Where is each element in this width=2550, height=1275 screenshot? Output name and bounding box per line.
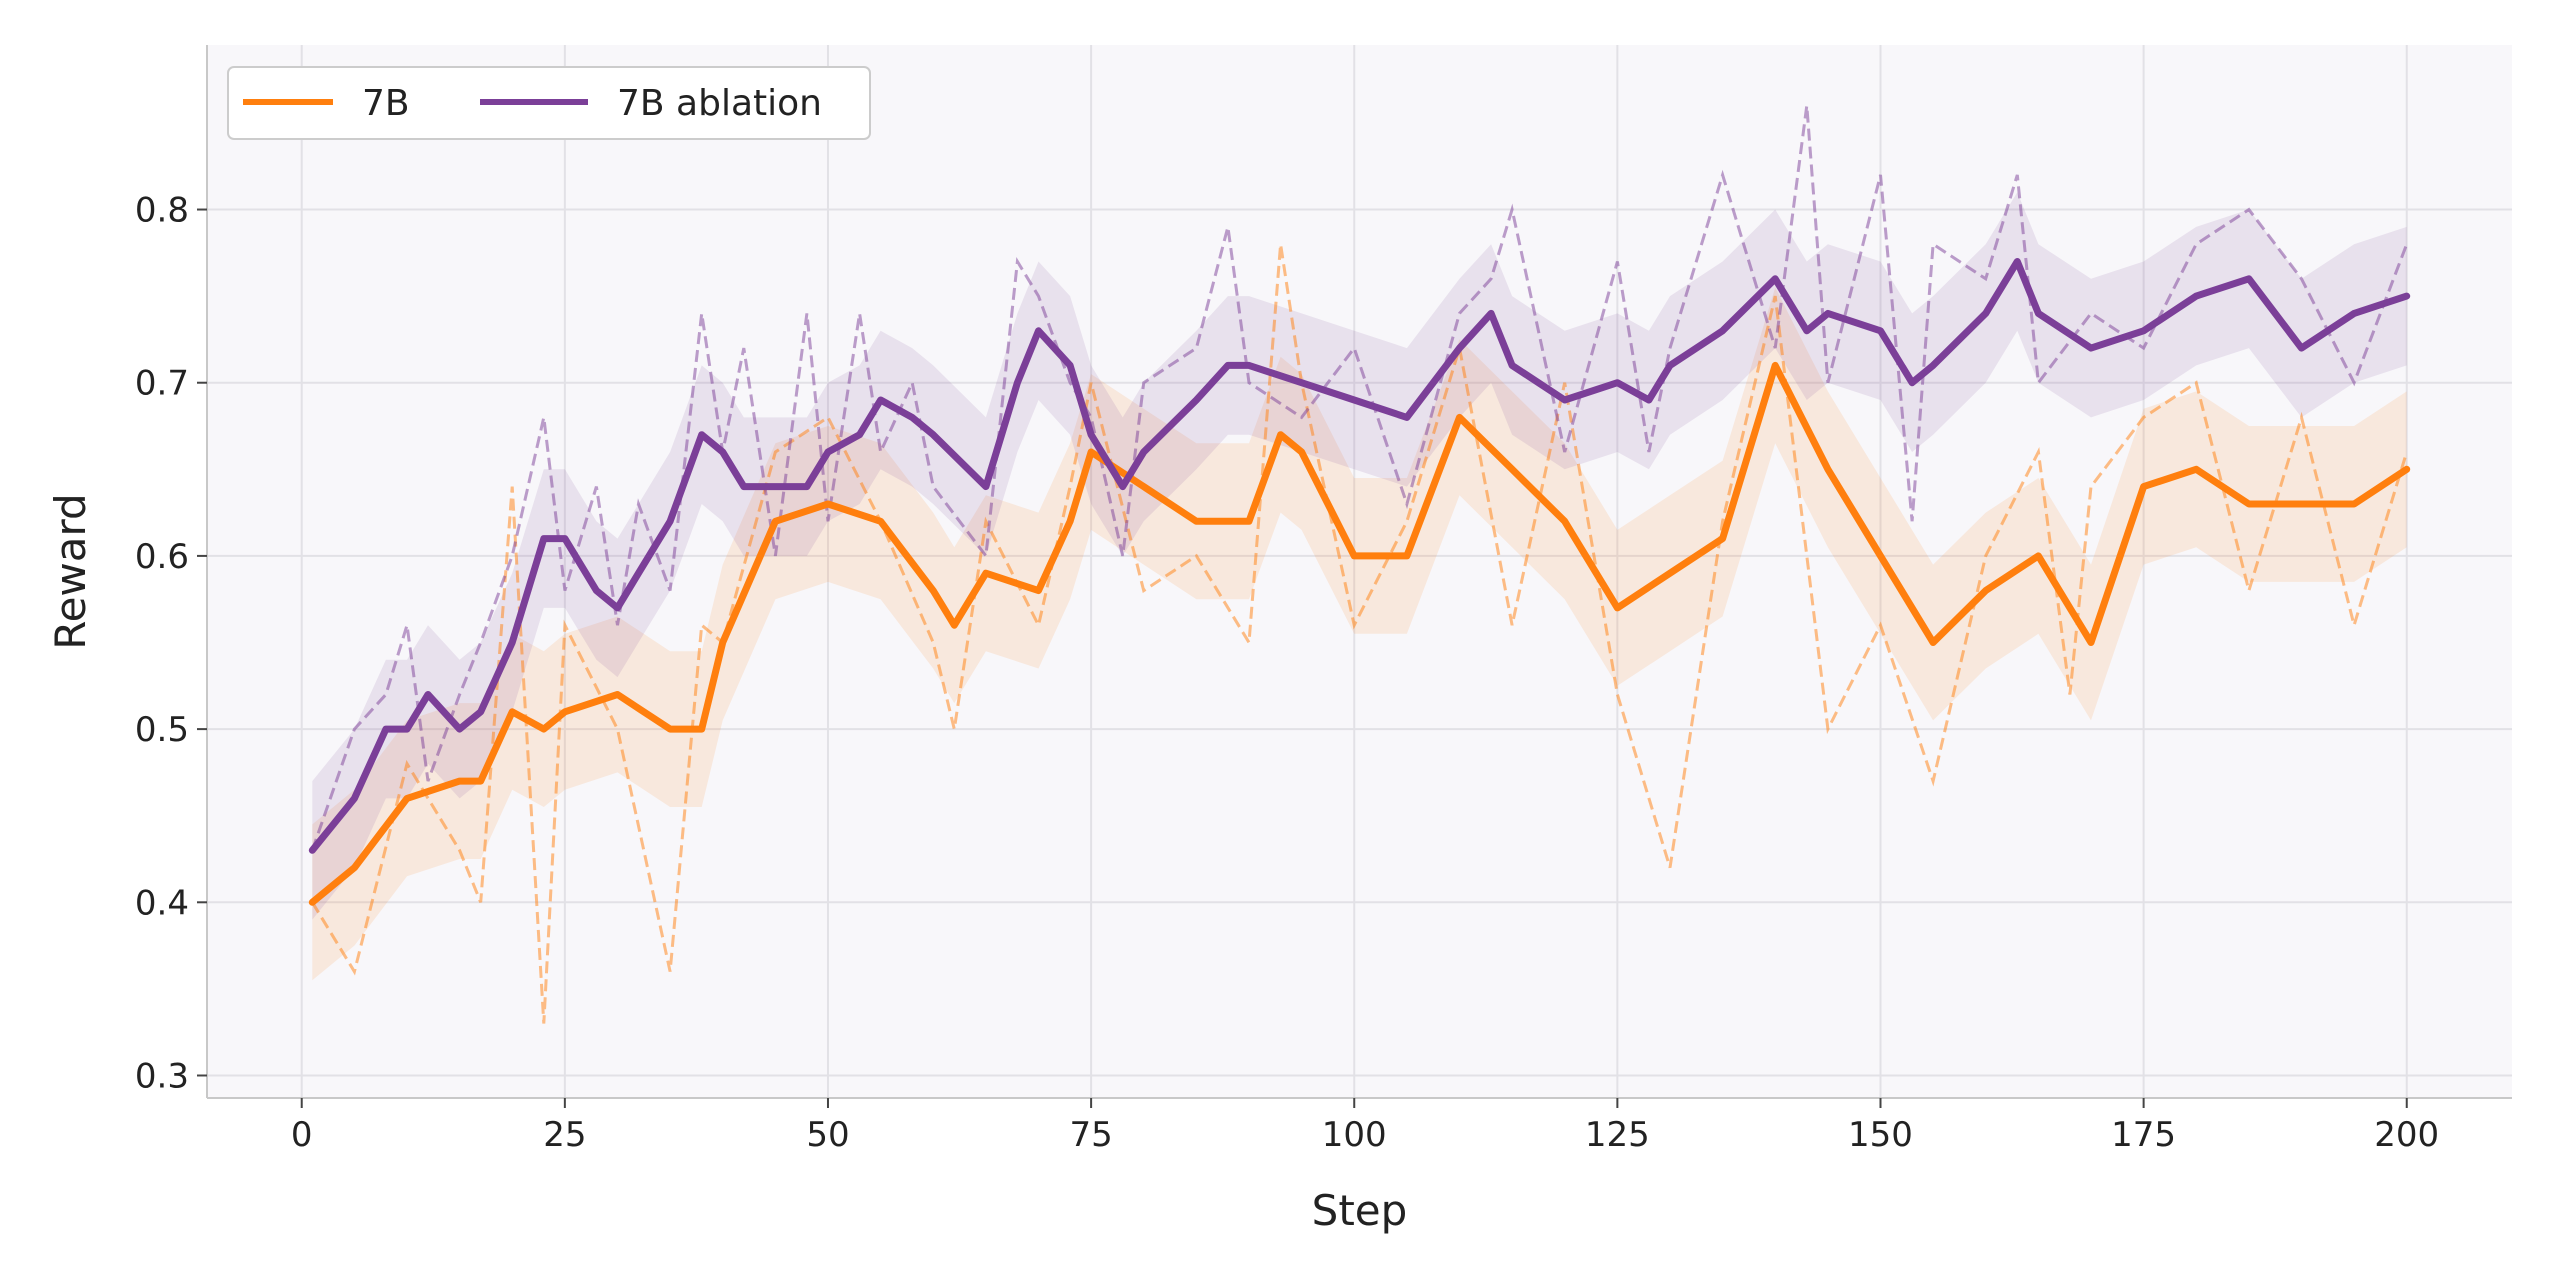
band-7b-ablation	[312, 192, 2407, 920]
legend: 7B 7B ablation	[227, 66, 871, 140]
gridlines	[207, 45, 2512, 1098]
y-tick-label: 0.8	[135, 191, 189, 231]
legend-label-7b-ablation: 7B ablation	[617, 83, 822, 124]
y-axis-label: Reward	[46, 493, 95, 649]
plot-area	[207, 45, 2512, 1098]
x-tick-label: 200	[2374, 1115, 2439, 1155]
y-ticks: 0.3 0.4 0.5 0.6 0.7 0.8	[135, 191, 207, 1096]
x-tick-label: 25	[543, 1115, 586, 1155]
x-axis-label: Step	[1312, 1186, 1408, 1235]
y-tick-label: 0.4	[135, 883, 189, 923]
x-tick-label: 175	[2111, 1115, 2176, 1155]
y-tick-label: 0.6	[135, 537, 189, 577]
y-tick-label: 0.3	[135, 1056, 189, 1096]
legend-label-7b: 7B	[362, 83, 410, 124]
smoothed-series-lines	[308, 258, 2411, 906]
x-tick-label: 150	[1848, 1115, 1913, 1155]
raw-line-7b-ablation	[310, 105, 2409, 851]
y-tick-label: 0.5	[135, 710, 189, 750]
raw-series-lines	[310, 105, 2409, 1024]
axes	[206, 45, 2512, 1099]
x-tick-label: 125	[1585, 1115, 1650, 1155]
smoothed-line-7b	[308, 361, 2411, 906]
x-tick-label: 0	[291, 1115, 313, 1155]
x-tick-label: 100	[1322, 1115, 1387, 1155]
x-tick-label: 75	[1069, 1115, 1112, 1155]
x-ticks: 0 25 50 75 100 125 150 175 200	[291, 1098, 2439, 1155]
x-tick-label: 50	[806, 1115, 849, 1155]
y-tick-label: 0.7	[135, 364, 189, 404]
smoothed-line-7b-ablation	[308, 258, 2411, 854]
